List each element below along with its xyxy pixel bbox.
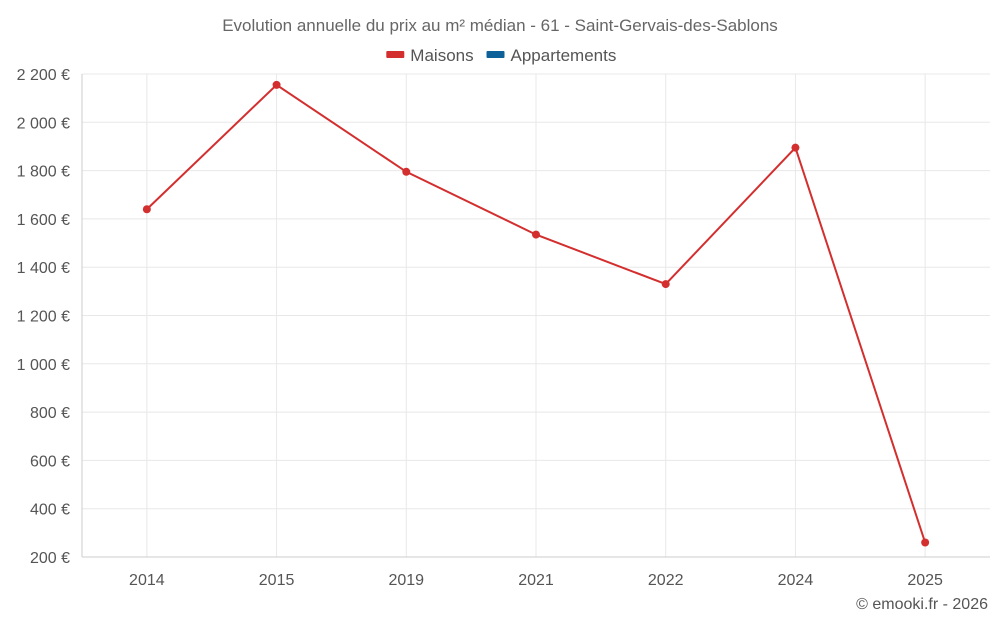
- data-point[interactable]: [272, 80, 281, 89]
- legend-item-appartements[interactable]: Appartements: [486, 46, 617, 65]
- legend-item-maisons[interactable]: Maisons: [386, 46, 474, 65]
- x-tick-label: 2022: [648, 572, 684, 589]
- y-tick-label: 400 €: [30, 502, 70, 519]
- x-tick-label: 2019: [388, 572, 424, 589]
- data-point[interactable]: [661, 280, 670, 289]
- legend-swatch: [386, 51, 405, 58]
- series-layer: [142, 80, 930, 547]
- y-tick-label: 2 200 €: [17, 67, 70, 84]
- legend: Maisons Appartements: [386, 46, 616, 65]
- axis-layer: 200 € 400 € 600 € 800 € 1 000 € 1 200 € 1 400 …: [17, 67, 990, 589]
- data-point[interactable]: [142, 205, 151, 214]
- x-tick-label: 2025: [907, 572, 943, 589]
- legend-label: Maisons: [410, 46, 473, 65]
- chart-title: Evolution annuelle du prix au m² médian …: [222, 16, 778, 35]
- legend-swatch: [486, 51, 505, 58]
- grid-layer: [82, 73, 990, 558]
- y-tick-label: 200 €: [30, 550, 70, 567]
- legend-label: Appartements: [511, 46, 617, 65]
- data-point[interactable]: [402, 167, 411, 176]
- x-tick-label: 2021: [518, 572, 554, 589]
- x-tick-label: 2015: [259, 572, 295, 589]
- y-tick-label: 1 400 €: [17, 260, 70, 277]
- data-point[interactable]: [791, 143, 800, 152]
- credit-text: © emooki.fr - 2026: [856, 596, 988, 613]
- y-tick-label: 800 €: [30, 405, 70, 422]
- y-tick-label: 1 000 €: [17, 357, 70, 374]
- x-tick-label: 2024: [778, 572, 814, 589]
- y-tick-label: 1 600 €: [17, 212, 70, 229]
- x-tick-label: 2014: [129, 572, 165, 589]
- y-tick-label: 2 000 €: [17, 115, 70, 132]
- y-tick-label: 600 €: [30, 453, 70, 470]
- data-point[interactable]: [532, 230, 540, 239]
- y-tick-label: 1 200 €: [17, 309, 70, 326]
- data-point[interactable]: [921, 538, 930, 547]
- y-tick-label: 1 800 €: [17, 164, 70, 181]
